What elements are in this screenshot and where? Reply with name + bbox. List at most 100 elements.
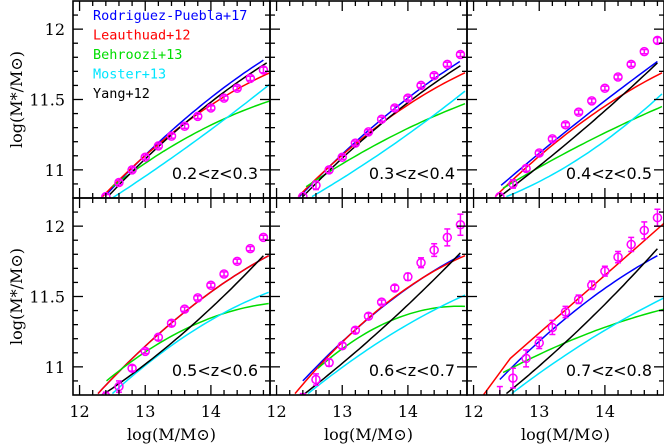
data-point <box>179 121 190 131</box>
plot-area <box>482 208 664 395</box>
data-marker <box>114 177 124 188</box>
data-marker <box>587 280 597 290</box>
data-marker <box>127 165 137 175</box>
data-marker <box>153 332 164 343</box>
data-marker <box>416 257 426 268</box>
data-point <box>245 73 256 84</box>
y-tick-label: 12 <box>45 217 65 236</box>
data-point <box>337 341 347 351</box>
data-point <box>166 131 177 141</box>
data-marker <box>140 346 150 357</box>
data-point <box>600 265 610 277</box>
model-curve-behroozi-13 <box>106 302 269 382</box>
x-tick-label: 12 <box>69 402 89 421</box>
data-marker <box>179 304 190 314</box>
model-curve-yang-12 <box>505 248 658 395</box>
model-curve-moster-13 <box>111 83 270 198</box>
data-point <box>626 236 636 253</box>
ticks <box>270 1 467 198</box>
model-curve-yang-12 <box>104 255 264 395</box>
data-marker <box>508 179 518 189</box>
model-curve-moster-13 <box>311 90 466 198</box>
data-point <box>245 243 256 254</box>
data-point <box>206 103 216 113</box>
data-point <box>376 114 387 124</box>
data-marker <box>560 120 571 130</box>
data-point <box>258 65 269 75</box>
y-tick-label: 11.5 <box>29 288 65 307</box>
data-marker <box>193 293 203 303</box>
data-point <box>652 35 663 46</box>
x-tick-label: 14 <box>398 402 418 421</box>
data-point <box>587 280 597 291</box>
data-marker <box>587 96 597 106</box>
model-curve-leauthuad-12 <box>482 222 664 395</box>
data-marker <box>140 152 150 162</box>
data-marker <box>442 59 453 70</box>
data-marker <box>455 219 466 230</box>
data-point <box>232 256 242 267</box>
x-axis-title: log(M/M⊙) <box>521 425 610 444</box>
x-tick-label: 13 <box>135 402 155 421</box>
data-point <box>219 93 229 103</box>
plot-area <box>297 49 466 198</box>
data-point <box>140 346 150 357</box>
model-curve-moster-13 <box>307 294 466 395</box>
data-marker <box>193 111 203 122</box>
model-curve-moster-13 <box>111 291 269 395</box>
data-marker <box>166 131 177 141</box>
data-point <box>350 325 361 336</box>
data-point <box>429 70 439 81</box>
x-axis-title: log(M/M⊙) <box>324 425 413 444</box>
data-marker <box>455 49 466 60</box>
data-point <box>429 242 439 258</box>
legend-entry: Leauthuad+12 <box>93 28 191 44</box>
data-marker <box>560 307 571 317</box>
data-point <box>403 93 413 103</box>
data-point <box>324 357 334 368</box>
data-point <box>442 59 453 70</box>
panel-6: 0.7<z<0.8 <box>466 197 664 396</box>
data-marker <box>429 70 439 81</box>
ticks <box>73 198 270 395</box>
data-point <box>127 363 137 374</box>
legend-entry: Moster+13 <box>93 67 166 83</box>
y-axis-title: log(M*/M⊙) <box>7 248 26 345</box>
legend-entry: Behroozi+13 <box>93 47 182 63</box>
data-marker <box>403 272 413 282</box>
panel-5: 0.6<z<0.7 <box>269 197 468 396</box>
data-point <box>127 165 137 175</box>
data-point <box>560 120 571 130</box>
data-point <box>403 272 413 282</box>
plot-area <box>97 232 270 395</box>
data-marker <box>258 65 269 75</box>
data-point <box>416 80 426 91</box>
data-marker <box>324 165 334 175</box>
model-curve-yang-12 <box>499 62 658 198</box>
data-marker <box>429 245 439 255</box>
data-point <box>311 180 321 191</box>
data-point <box>376 297 387 307</box>
data-point <box>521 349 531 368</box>
model-curve-moster-13 <box>511 297 664 395</box>
x-tick-label: 14 <box>201 402 221 421</box>
data-point <box>455 213 466 237</box>
panel-1: 0.2<z<0.3 Rodriguez-Puebla+17 Leauthuad+12… <box>72 0 271 199</box>
data-point <box>324 165 334 175</box>
data-marker <box>521 163 531 174</box>
data-marker <box>652 212 663 223</box>
data-marker <box>626 239 636 250</box>
data-marker <box>495 191 505 198</box>
data-point <box>547 319 558 336</box>
x-tick-label: 12 <box>463 402 483 421</box>
data-point <box>508 367 518 389</box>
data-point <box>219 269 229 279</box>
x-tick-label: 13 <box>332 402 352 421</box>
data-marker <box>376 114 387 124</box>
data-marker <box>626 59 636 70</box>
data-point <box>587 96 597 106</box>
data-marker <box>521 353 531 364</box>
data-marker <box>600 83 610 93</box>
data-marker <box>324 357 334 368</box>
data-marker <box>258 232 269 243</box>
